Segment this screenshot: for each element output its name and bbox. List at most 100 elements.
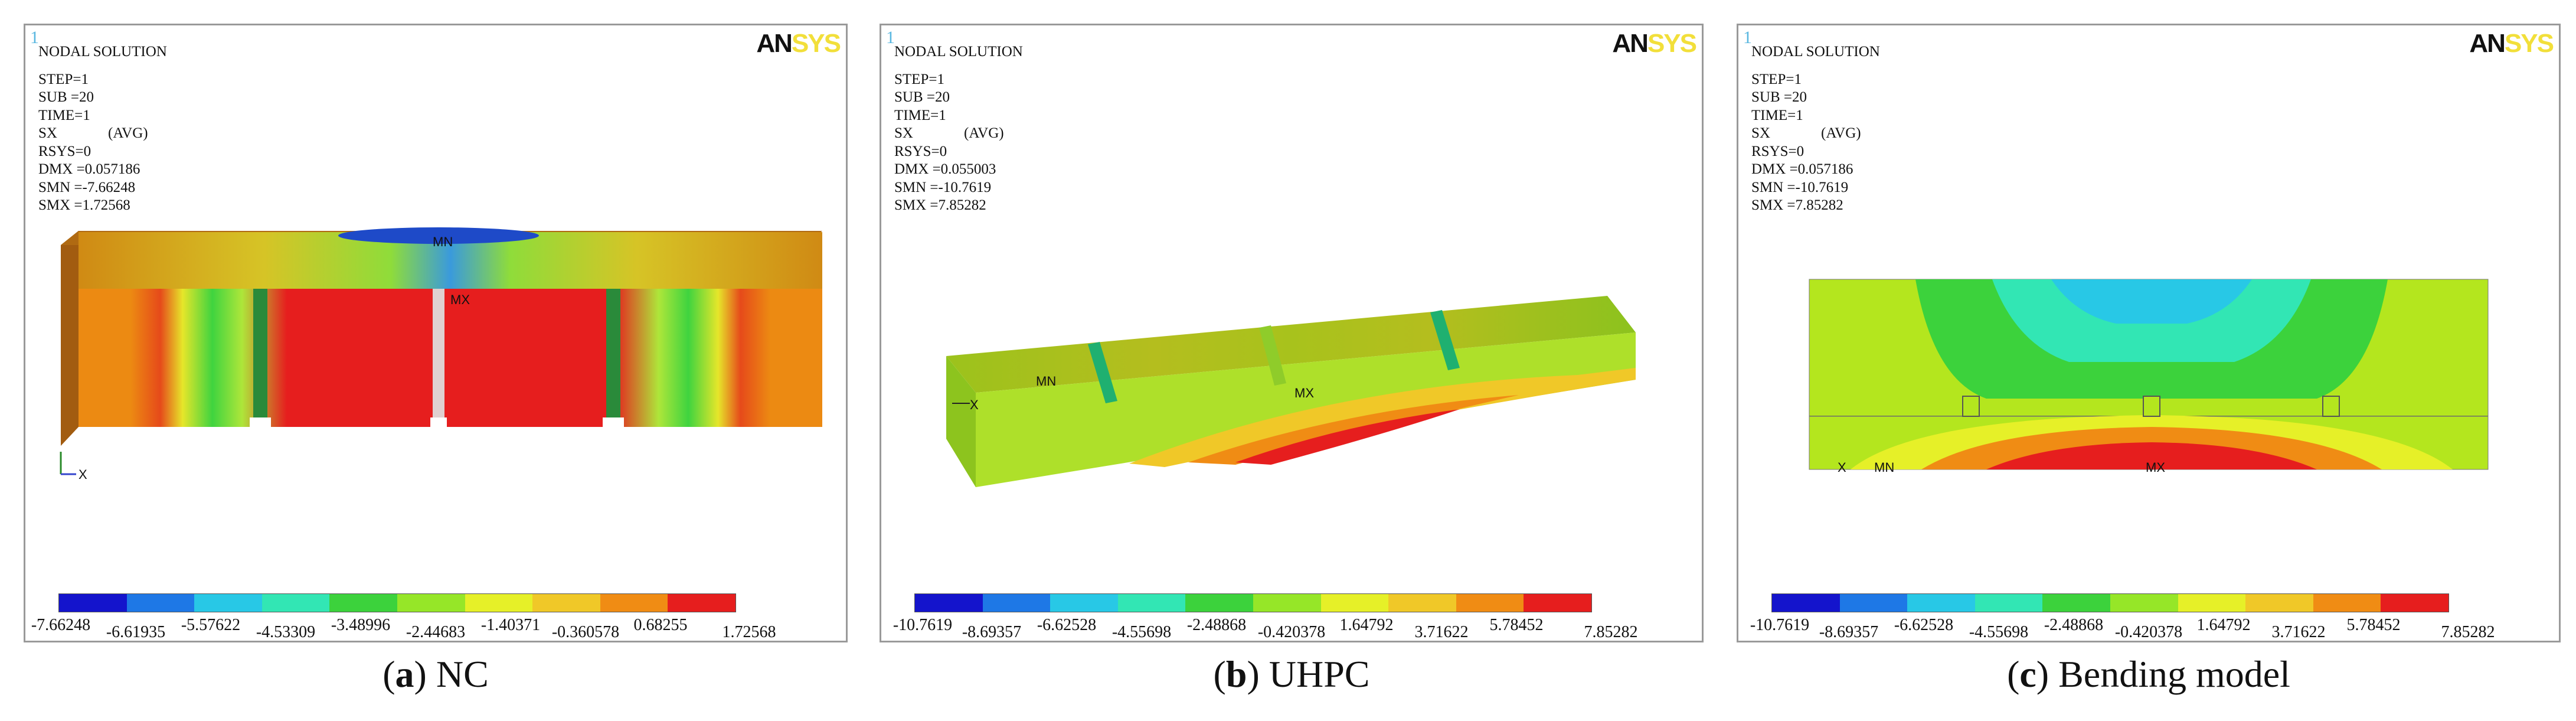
legend-swatch xyxy=(2313,594,2381,612)
step-value: STEP=1 xyxy=(894,71,944,87)
legend-swatch xyxy=(397,594,465,612)
legend-tick: -7.66248 xyxy=(31,616,91,634)
legend-swatch xyxy=(1320,594,1389,612)
result-item: SX xyxy=(38,125,57,141)
legend-swatch xyxy=(1772,594,1840,612)
legend-swatch xyxy=(2042,594,2110,612)
legend-tick: -0.420378 xyxy=(2114,623,2183,641)
legend-tick: -10.7619 xyxy=(1750,616,1810,634)
legend-swatch xyxy=(1185,594,1253,612)
legend-tick: 1.64792 xyxy=(1339,616,1394,634)
caption-c: (c) Bending model xyxy=(2007,653,2290,695)
stress-contour-model-bending: MN MX X xyxy=(1809,279,2489,475)
caption-b: (b) UHPC xyxy=(1213,653,1370,695)
legend-tick: -2.48868 xyxy=(1186,616,1247,634)
legend-swatch xyxy=(1975,594,2043,612)
legend-swatch xyxy=(194,594,262,612)
legend-swatch xyxy=(982,594,1051,612)
legend-tick: 7.85282 xyxy=(1584,623,1638,641)
time-value: TIME=1 xyxy=(1751,107,1803,123)
legend-tick: -10.7619 xyxy=(893,616,953,634)
sub-value: SUB =20 xyxy=(1751,89,1807,105)
legend-tick: -6.62528 xyxy=(1037,616,1097,634)
axis-x-label: X xyxy=(1838,460,1846,475)
legend-tick: -2.48868 xyxy=(2044,616,2104,634)
caption-letter: b xyxy=(1225,653,1247,695)
dmx-value: DMX =0.057186 xyxy=(1751,161,1853,177)
legend-tick: -0.420378 xyxy=(1257,623,1326,641)
solution-header: NODAL SOLUTION xyxy=(894,44,1023,60)
smx-value: SMX =7.85282 xyxy=(894,197,986,213)
legend-swatch xyxy=(59,594,127,612)
rsys-value: RSYS=0 xyxy=(894,143,947,159)
avg-label: (AVG) xyxy=(108,125,148,141)
rsys-value: RSYS=0 xyxy=(1751,143,1804,159)
legend-swatch xyxy=(126,594,195,612)
caption-text: UHPC xyxy=(1269,653,1370,695)
solution-header: NODAL SOLUTION xyxy=(38,44,167,60)
legend-tick: 3.71622 xyxy=(1414,623,1469,641)
legend-tick: 3.71622 xyxy=(2271,623,2326,641)
step-value: STEP=1 xyxy=(38,71,89,87)
legend-tick: 0.68255 xyxy=(633,616,688,634)
step-value: STEP=1 xyxy=(1751,71,1802,87)
solution-info: NODAL SOLUTION STEP=1 SUB =20 TIME=1 SX (… xyxy=(1751,43,1880,215)
color-legend xyxy=(1771,593,2449,612)
legend-tick: -4.53309 xyxy=(256,623,316,641)
legend-tick: -6.61935 xyxy=(106,623,166,641)
min-marker: MN xyxy=(1874,460,1894,475)
legend-tick: -4.55698 xyxy=(1112,623,1172,641)
time-value: TIME=1 xyxy=(38,107,90,123)
avg-label: (AVG) xyxy=(1821,125,1861,141)
stress-contour-model-uhpc: MN MX X xyxy=(946,296,1636,487)
legend-swatch xyxy=(1050,594,1118,612)
result-item: SX xyxy=(894,125,913,141)
legend-tick: -8.69357 xyxy=(1819,623,1879,641)
max-marker: MX xyxy=(1294,386,1314,400)
caption-a: (a) NC xyxy=(383,653,489,695)
legend-swatch xyxy=(1388,594,1456,612)
smn-value: SMN =-10.7619 xyxy=(1751,179,1849,195)
stress-contour-model-nc: MN MX X xyxy=(60,227,822,482)
panel-bending-model: 1 ANSYS NODAL SOLUTION STEP=1 SUB =20 TI… xyxy=(1737,24,2561,642)
window-number: 1 xyxy=(30,28,39,47)
ansys-logo: ANSYS xyxy=(1612,29,1697,58)
legend-swatch xyxy=(465,594,533,612)
legend-swatch xyxy=(2178,594,2246,612)
legend-swatch xyxy=(532,594,600,612)
legend-swatch xyxy=(2245,594,2313,612)
legend-tick: -4.55698 xyxy=(1969,623,2029,641)
smn-value: SMN =-10.7619 xyxy=(894,179,992,195)
sub-value: SUB =20 xyxy=(38,89,94,105)
legend-tick: 5.78452 xyxy=(2346,616,2401,634)
caption-letter: a xyxy=(395,653,414,695)
legend-swatch xyxy=(1117,594,1186,612)
min-marker: MN xyxy=(1036,374,1056,389)
panel-nc: 1 ANSYS NODAL SOLUTION STEP=1 SUB =20 TI… xyxy=(24,24,848,642)
legend-tick: 1.64792 xyxy=(2196,616,2251,634)
color-legend xyxy=(914,593,1592,612)
dmx-value: DMX =0.055003 xyxy=(894,161,996,177)
legend-tick: -2.44683 xyxy=(406,623,466,641)
max-marker: MX xyxy=(2146,460,2165,475)
ansys-logo: ANSYS xyxy=(756,29,841,58)
legend-tick: 5.78452 xyxy=(1489,616,1544,634)
avg-label: (AVG) xyxy=(964,125,1004,141)
legend-tick: -8.69357 xyxy=(962,623,1022,641)
legend-tick: -5.57622 xyxy=(181,616,241,634)
ansys-logo: ANSYS xyxy=(2469,29,2554,58)
legend-swatch xyxy=(1253,594,1321,612)
window-number: 1 xyxy=(1743,28,1752,47)
window-number: 1 xyxy=(886,28,895,47)
legend-swatch xyxy=(1524,594,1591,612)
legend-swatch xyxy=(1839,594,1908,612)
time-value: TIME=1 xyxy=(894,107,946,123)
caption-text: Bending model xyxy=(2058,653,2290,695)
legend-swatch xyxy=(1456,594,1524,612)
caption-letter: c xyxy=(2019,653,2036,695)
axis-x-label: X xyxy=(79,467,87,482)
legend-tick: -3.48996 xyxy=(331,616,391,634)
legend-swatch xyxy=(261,594,330,612)
min-marker: MN xyxy=(433,234,453,249)
result-item: SX xyxy=(1751,125,1770,141)
